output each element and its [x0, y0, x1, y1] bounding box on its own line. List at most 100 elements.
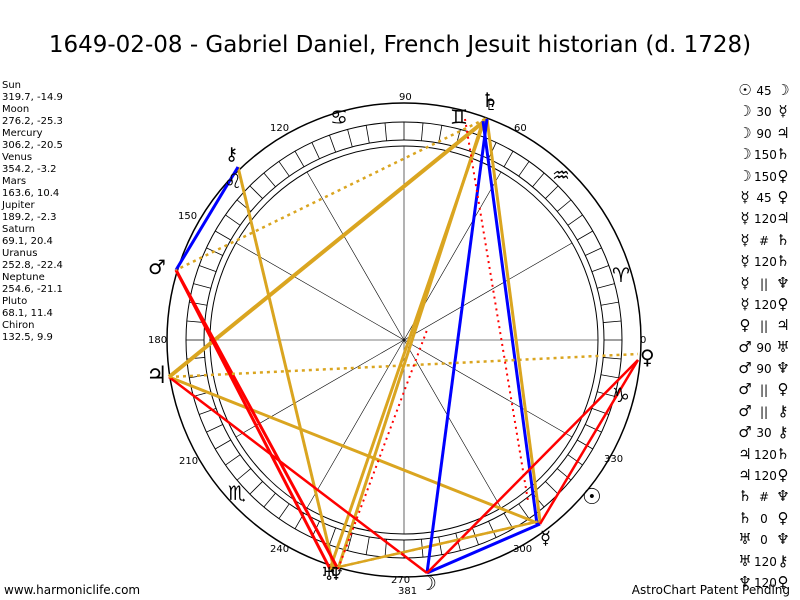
tick-mark	[311, 142, 320, 159]
planet-name: Saturn	[2, 224, 36, 235]
leo-icon: ♌	[224, 169, 242, 193]
planet-glyph-icon: ☿	[778, 102, 788, 121]
planet-glyph-icon: ♆	[776, 273, 790, 292]
planet-name: Moon	[2, 104, 30, 115]
planet-positions-list: Sun 319.7, -14.9 Moon 276.2, -25.3 Mercury 30…	[2, 80, 63, 344]
degree-label: 210	[179, 456, 198, 467]
planet-glyph-icon: ♄	[738, 487, 752, 506]
aspect-lines	[167, 117, 640, 575]
planet-glyph-icon: ☿	[740, 252, 750, 271]
planet-glyph-icon: ♄	[776, 252, 790, 271]
capricorn-icon: ♑	[612, 383, 630, 407]
aspect-line	[426, 359, 639, 574]
tick-mark	[438, 536, 443, 555]
aspect-value: 90	[756, 362, 772, 377]
tick-mark	[215, 230, 231, 241]
planet-glyph-icon: ☽	[738, 123, 752, 142]
degree-label: 0	[640, 335, 646, 346]
degree-label: 300	[513, 544, 532, 555]
tick-mark	[532, 172, 545, 188]
aspect-value: ||	[759, 319, 769, 334]
saturn-icon: ♄	[481, 88, 499, 112]
aspect-line	[329, 519, 541, 571]
aspect-row: ♂ 90 ♅	[736, 337, 798, 358]
planet-glyph-icon: ♄	[776, 444, 790, 463]
tick-mark	[421, 122, 424, 141]
aspect-line	[485, 118, 542, 522]
planet-glyph-icon: ☿	[740, 187, 750, 206]
planet-glyph-icon: ♂	[738, 423, 752, 442]
aquarius-icon: ♒	[552, 163, 570, 187]
aspect-row: ♂ 90 ♆	[736, 358, 798, 379]
tick-mark	[225, 214, 241, 226]
aspect-row: ♄ 0 ♀	[736, 508, 798, 529]
aspect-line	[481, 120, 539, 525]
tick-mark	[545, 185, 559, 199]
degree-label: 60	[514, 123, 527, 134]
planet-glyph-icon: ♀	[777, 187, 789, 206]
chart-title: 1649-02-08 - Gabriel Daniel, French Jesu…	[48, 32, 752, 58]
gemini-icon: ♊	[450, 105, 468, 129]
aspect-value: ||	[759, 276, 769, 291]
scorpio-icon: ♏	[228, 481, 246, 505]
tick-mark	[518, 161, 530, 177]
aspect-row: ♅ 0 ♆	[736, 529, 798, 550]
planet-glyph-icon: ♃	[776, 316, 790, 335]
tick-mark	[278, 161, 290, 177]
tick-mark	[545, 481, 559, 495]
tick-mark	[193, 283, 211, 289]
aspect-row: ♂ || ♀	[736, 379, 798, 400]
tick-mark	[556, 199, 572, 212]
aspect-line	[426, 522, 541, 575]
tick-mark	[329, 527, 336, 545]
aspect-row: ♂ || ⚷	[736, 401, 798, 422]
planet-glyph-icon: ♅	[738, 551, 752, 570]
house-spoke	[306, 339, 405, 509]
house-spoke	[235, 242, 405, 341]
degree-label: 240	[270, 544, 289, 555]
planet-glyph-icon: ☽	[738, 145, 752, 164]
planet-name: Sun	[2, 80, 22, 91]
aspect-row: ♅ 120⚷	[736, 551, 798, 572]
aspect-row: ☽ 150♄	[736, 144, 798, 165]
aspect-line	[328, 118, 487, 570]
degree-label: 270	[391, 575, 410, 586]
aspect-row: ♄ # ♆	[736, 486, 798, 507]
aspect-row: ☉ 45 ☽	[736, 80, 798, 101]
aspect-value: 0	[760, 511, 768, 526]
planet-coords: 69.1, 20.4	[2, 236, 53, 247]
planet-name: Pluto	[2, 296, 28, 307]
planet-glyph-icon: ☉	[738, 81, 752, 99]
house-spoke	[403, 339, 502, 509]
aspect-value: 45	[756, 190, 772, 205]
planet-glyph-icon: ♀	[777, 466, 789, 485]
aspect-row: ♃ 120♄	[736, 444, 798, 465]
aspect-row: ☿ 120♃	[736, 208, 798, 229]
planet-coords: 163.6, 10.4	[2, 188, 60, 199]
planet-glyph-icon: ♃	[776, 209, 790, 228]
planet-glyph-icon: ⚷	[777, 551, 789, 570]
aspect-value: 120	[754, 297, 777, 312]
moon-icon: ☽	[419, 571, 437, 595]
website-link[interactable]: www.harmoniclife.com	[4, 583, 141, 597]
sun-icon: ☉	[582, 485, 602, 510]
uranus-icon: ♅	[321, 564, 337, 585]
degree-labels: 90 60 120 150 180 0 210 330 240 300 270 …	[148, 92, 646, 597]
planet-coords: 252.8, -22.4	[2, 260, 63, 271]
aspect-value: #	[758, 490, 770, 505]
house-spoke	[403, 339, 573, 438]
venus-icon: ♀	[640, 345, 655, 369]
planet-glyph-icon: ♃	[776, 123, 790, 142]
aspect-value: 120	[754, 575, 777, 590]
aspect-row: ♀ || ♃	[736, 315, 798, 336]
mercury-icon: ☿	[540, 528, 551, 549]
tick-mark	[249, 185, 263, 199]
neptune-icon: ♆	[328, 564, 344, 585]
tick-mark	[365, 536, 370, 555]
aspect-row: ☽ 30 ☿	[736, 101, 798, 122]
planet-glyph-icon: ♀	[777, 508, 789, 527]
aspect-line	[337, 329, 428, 570]
tick-mark	[347, 129, 353, 147]
tick-mark	[585, 247, 602, 256]
